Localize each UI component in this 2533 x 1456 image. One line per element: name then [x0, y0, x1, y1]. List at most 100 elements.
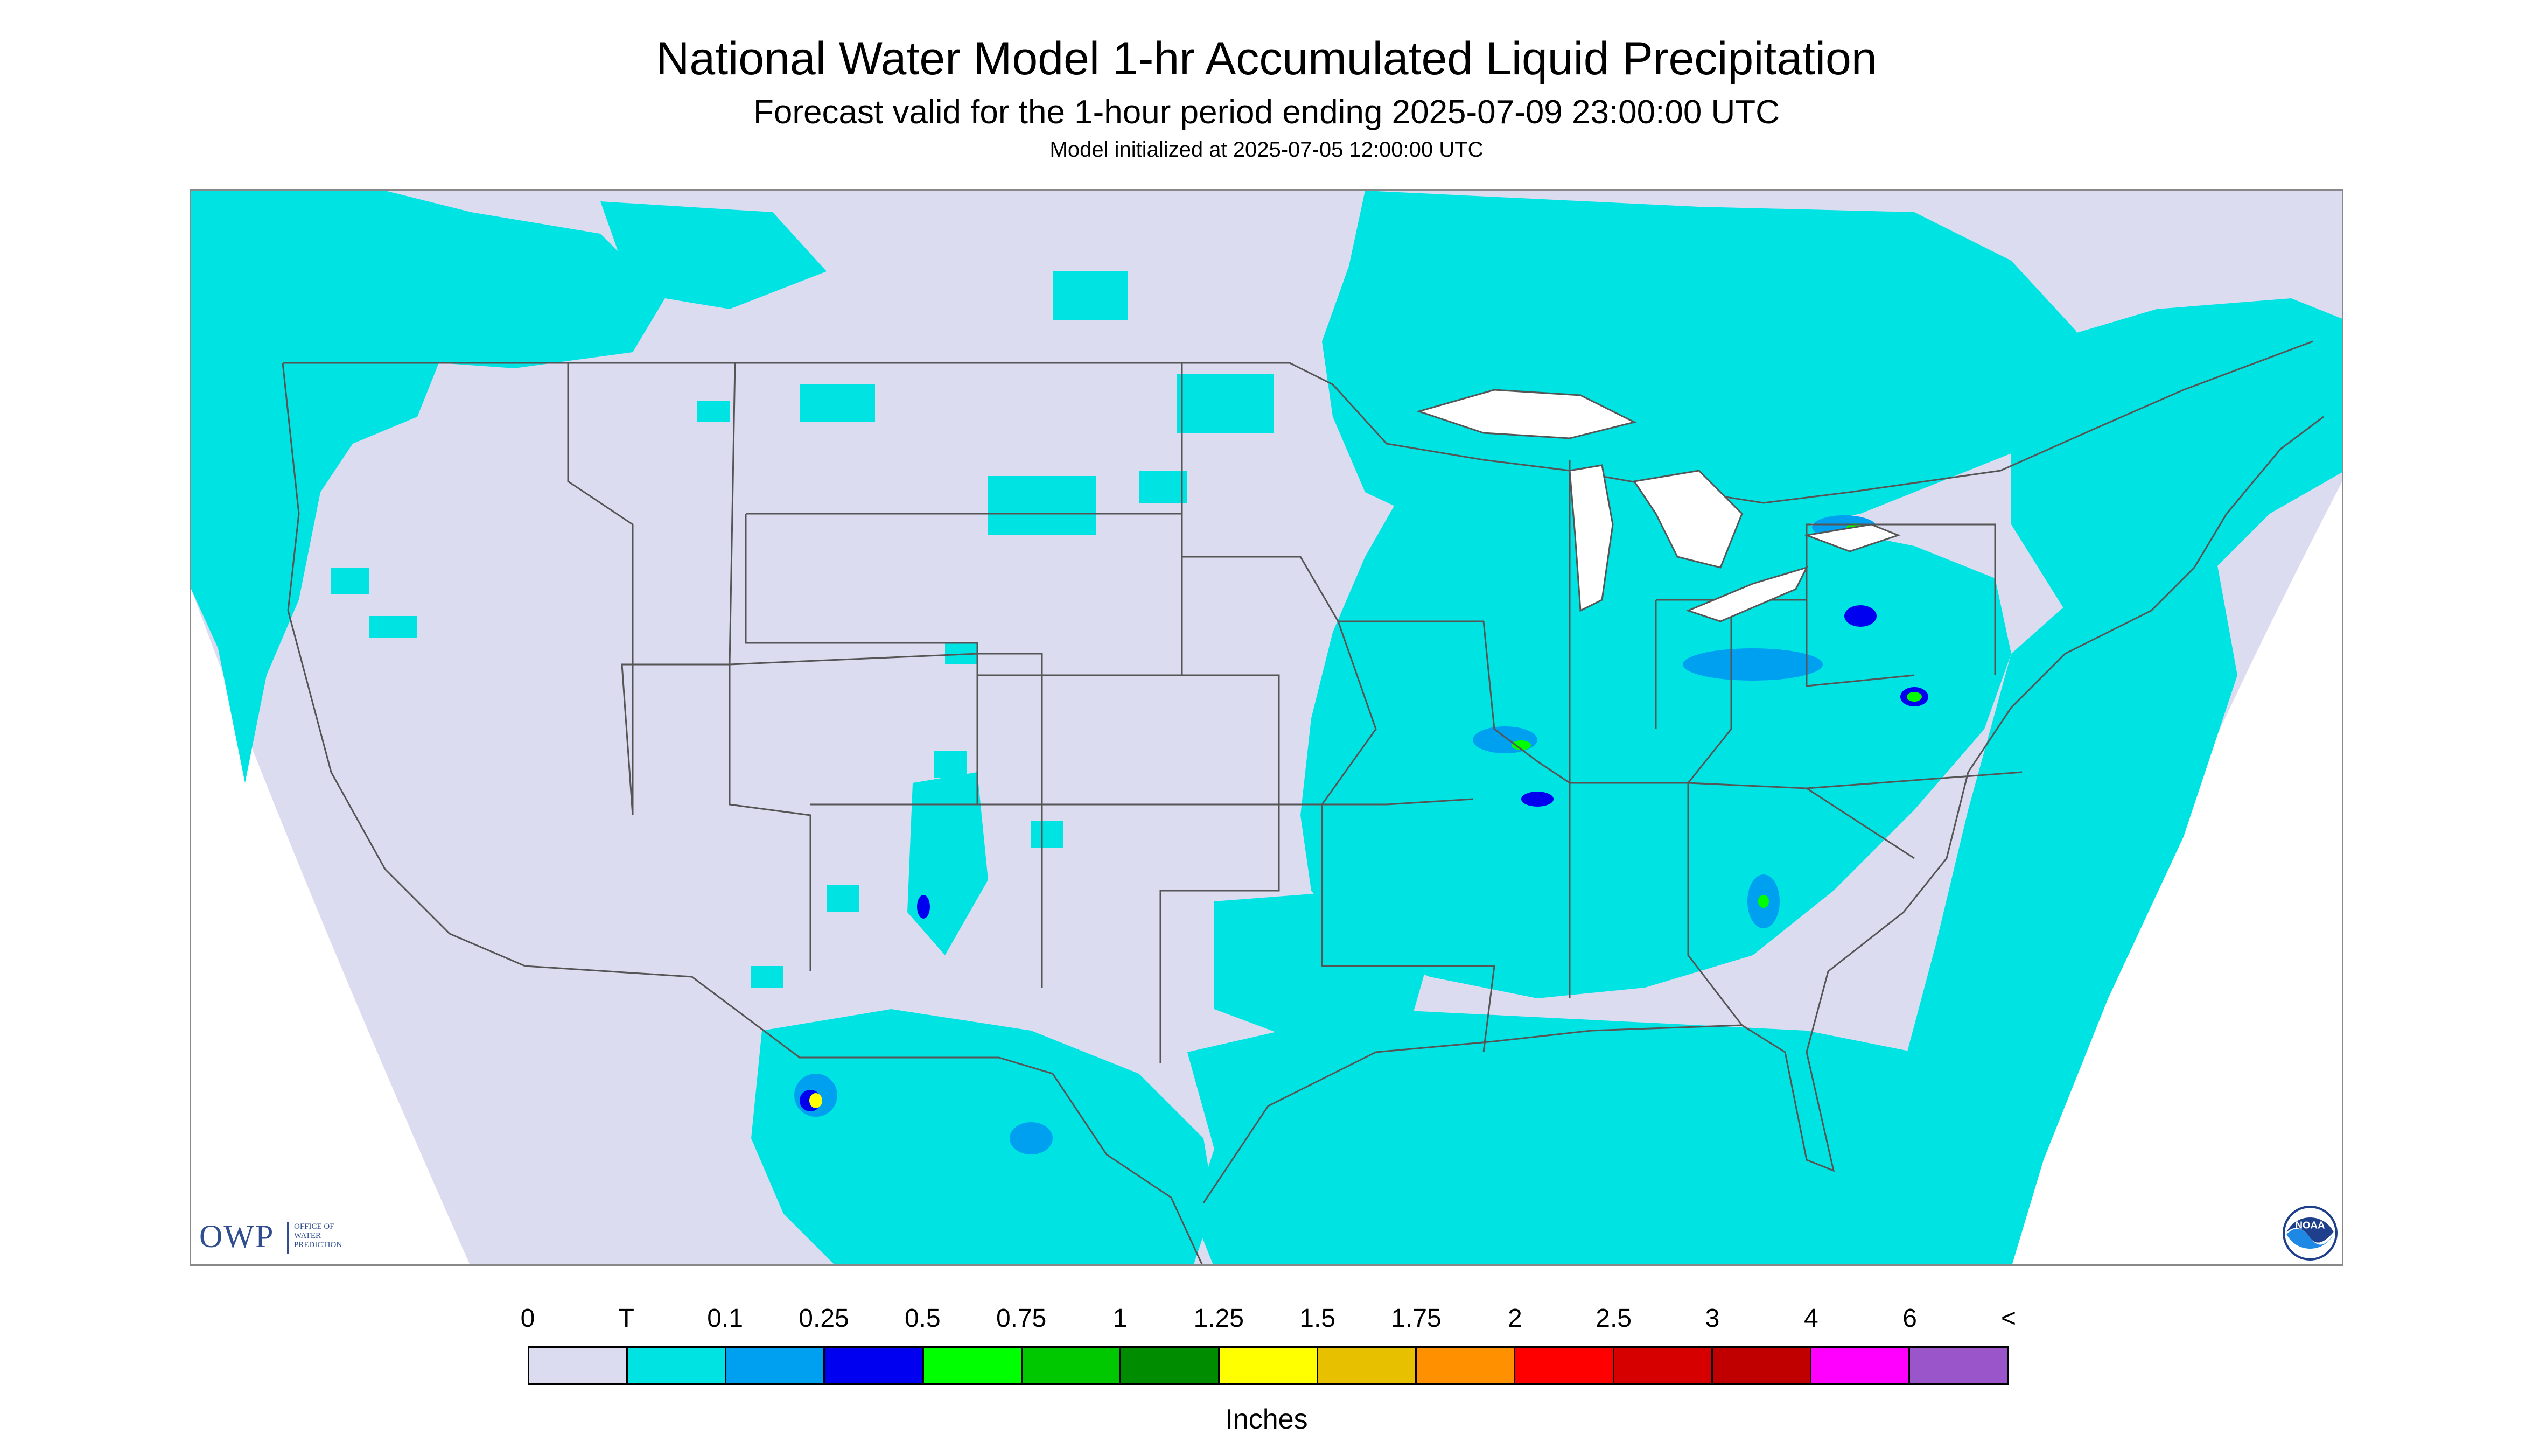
legend-tick-label: 0.75 [996, 1304, 1047, 1333]
owp-logo-text: OFFICE OF WATER PREDICTION [294, 1222, 342, 1250]
legend-swatch [1712, 1348, 1811, 1383]
lake-michigan [1569, 464, 1614, 612]
precip-cell-new-mexico [917, 895, 930, 919]
state-line [1687, 600, 1732, 783]
legend-tick-label: 2 [1507, 1304, 1522, 1333]
state-line [567, 363, 634, 815]
state-line [621, 362, 736, 816]
legend-tick-label: 1.75 [1391, 1304, 1442, 1333]
us-mexico-border [524, 965, 1203, 1264]
noaa-logo-icon: NOAA [2283, 1206, 2338, 1261]
legend-labels: 0 T 0.1 0.25 0.5 0.75 1 1.25 1.5 1.75 2 2.5 3 4 6 < [521, 1304, 2016, 1338]
legend-swatch [1318, 1348, 1417, 1383]
legend-tick-label: 3 [1705, 1304, 1720, 1333]
lake-erie [1685, 566, 1808, 622]
legend-swatch [1417, 1348, 1516, 1383]
owp-logo-line: OFFICE OF [294, 1222, 334, 1231]
trace-cell [697, 401, 730, 422]
great-lakes [1416, 389, 1901, 622]
owp-logo-letters: OWP [199, 1219, 275, 1254]
legend-tick-label: 0 [520, 1304, 535, 1333]
lake-ontario [1803, 523, 1901, 552]
legend-tick-label: 2.5 [1596, 1304, 1632, 1333]
state-line [1806, 523, 1996, 675]
legend-tick-label: 0.25 [799, 1304, 849, 1333]
state-line [1806, 787, 1915, 859]
model-init-time: Model initialized at 2025-07-05 12:00:00… [1049, 138, 1484, 162]
legend-swatch [1121, 1348, 1220, 1383]
legend-swatch [628, 1348, 727, 1383]
lake-huron [1633, 470, 1743, 569]
map-subtitle: Forecast valid for the 1-hour period end… [753, 94, 1780, 131]
trace-cell [1177, 374, 1274, 433]
owp-logo-divider [287, 1222, 289, 1254]
noaa-logo-text: NOAA [2295, 1220, 2325, 1231]
trace-area-gulf [1187, 1009, 1968, 1264]
precipitation-map [190, 189, 2343, 1266]
noaa-logo: NOAA [2282, 1205, 2338, 1261]
trace-area-pacific-nw [191, 191, 665, 783]
trace-area-ontario [1322, 191, 2108, 546]
trace-cell [1053, 271, 1128, 320]
legend-swatch [1614, 1348, 1713, 1383]
trace-cell [331, 568, 369, 594]
precip-core-maryland [1907, 692, 1922, 702]
state-line [729, 653, 1043, 988]
state-line [1321, 804, 1495, 1053]
legend-swatch [1811, 1348, 1910, 1383]
precip-cell-pennsylvania [1844, 605, 1877, 627]
legend-tick-label: 0.5 [904, 1304, 941, 1333]
legend-swatch [1022, 1348, 1121, 1383]
legend-colorbar [528, 1346, 2009, 1385]
legend-swatch [726, 1348, 825, 1383]
precip-cell-kentucky [1683, 648, 1823, 681]
legend-swatch [529, 1348, 628, 1383]
trace-area-midwest-east [1300, 471, 2011, 998]
owp-logo-line: PREDICTION [294, 1241, 342, 1249]
precip-cell-chihuahua [1010, 1122, 1053, 1154]
trace-area-atlantic [1871, 557, 2237, 1264]
trace-cell [934, 751, 967, 778]
state-line [745, 514, 978, 804]
precip-core-illinois [1512, 740, 1531, 750]
legend-swatch [1909, 1348, 2007, 1383]
state-line [1321, 621, 1377, 805]
trace-cell [751, 966, 783, 988]
us-west-coast [282, 362, 526, 967]
precip-core-sonora [809, 1093, 822, 1108]
legend-swatch [923, 1348, 1023, 1383]
trace-cell [800, 384, 875, 422]
state-line [729, 664, 811, 971]
precip-cell-illinois [1473, 726, 1537, 753]
legend-swatch [1219, 1348, 1319, 1383]
trace-cell [988, 476, 1096, 535]
trace-cell [827, 885, 859, 912]
legend-units: Inches [1225, 1404, 1308, 1435]
lake-superior [1416, 389, 1637, 439]
trace-area-alberta [600, 201, 827, 309]
legend-tick-label: T [618, 1304, 634, 1333]
legend-tick-label: 1.25 [1193, 1304, 1244, 1333]
precip-core-south-carolina [1758, 895, 1769, 908]
map-title: National Water Model 1-hr Accumulated Li… [656, 33, 1877, 85]
legend-tick-label: 1.5 [1299, 1304, 1336, 1333]
trace-area-northeast [2011, 298, 2342, 632]
precip-cell-missouri [1521, 792, 1554, 807]
trace-area-mexico [751, 1009, 1214, 1264]
trace-cell [1139, 471, 1187, 503]
legend-tick-label: < [2000, 1304, 2017, 1333]
legend-tick-label: 1 [1112, 1304, 1128, 1333]
legend-tick-label: 6 [1902, 1304, 1918, 1333]
state-line [1182, 556, 1484, 622]
trace-cell [369, 616, 417, 638]
legend-tick-label: 0.1 [707, 1304, 744, 1333]
state-line [1031, 798, 1473, 806]
legend-swatch [825, 1348, 924, 1383]
gulf-and-east-coast [1202, 416, 2324, 1203]
state-line [1687, 783, 1743, 1026]
owp-logo: OWP OFFICE OF WATER PREDICTION [199, 1220, 372, 1258]
owp-logo-line: WATER [294, 1231, 321, 1240]
legend-tick-label: 4 [1803, 1304, 1818, 1333]
trace-cell [1031, 821, 1063, 848]
trace-precip-areas [191, 191, 2342, 1264]
